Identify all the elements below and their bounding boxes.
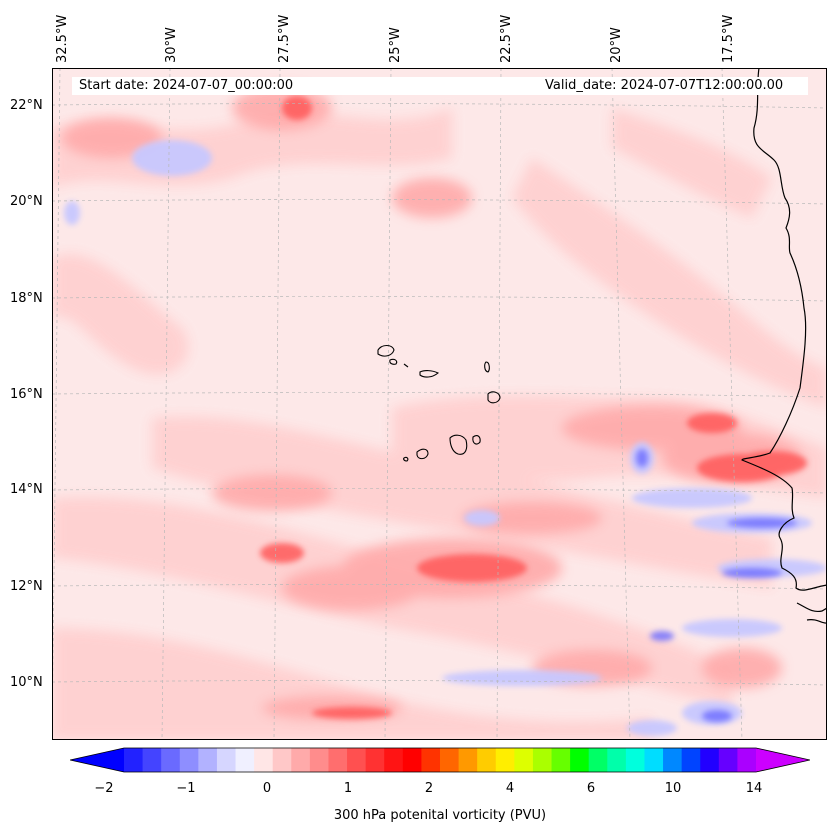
valid-date-label: Valid_date: 2024-07-07T12:00:00.00 bbox=[545, 77, 784, 95]
colorbar-extend-low bbox=[70, 748, 124, 772]
colorbar-tick: 4 bbox=[505, 781, 515, 796]
colorbar-tick: 2 bbox=[424, 781, 434, 796]
colorbar-segment bbox=[588, 748, 608, 772]
lat-label: 18°N bbox=[10, 291, 43, 306]
colorbar-segment bbox=[347, 748, 367, 772]
colorbar-segment bbox=[365, 748, 385, 772]
colorbar-segment bbox=[402, 748, 423, 772]
colorbar-segment bbox=[607, 748, 627, 772]
colorbar-segment bbox=[384, 748, 404, 772]
colorbar-segment bbox=[161, 748, 181, 772]
pv-field-negative bbox=[64, 140, 827, 736]
colorbar-segment bbox=[477, 748, 497, 772]
lon-label: 27.5°W bbox=[277, 14, 292, 63]
colorbar-segment bbox=[737, 748, 757, 772]
lon-label: 25°W bbox=[388, 27, 403, 63]
colorbar-tick: 14 bbox=[745, 781, 763, 796]
colorbar-segment bbox=[570, 748, 590, 772]
colorbar-segment bbox=[179, 748, 199, 772]
colorbar-segment bbox=[718, 748, 739, 772]
colorbar-segment bbox=[272, 748, 292, 772]
colorbar-segment bbox=[458, 748, 478, 772]
graticule bbox=[52, 68, 827, 740]
colorbar-tick: 0 bbox=[262, 781, 272, 796]
colorbar-segment bbox=[309, 748, 330, 772]
colorbar-segment bbox=[625, 748, 646, 772]
colorbar-segment bbox=[663, 748, 683, 772]
colorbar-tick: −1 bbox=[176, 781, 196, 796]
colorbar-tick: 1 bbox=[343, 781, 353, 796]
colorbar-tick: −2 bbox=[94, 781, 114, 796]
colorbar-segment bbox=[124, 748, 144, 772]
lon-label: 32.5°W bbox=[55, 14, 70, 63]
lat-label: 12°N bbox=[10, 579, 43, 594]
colorbar-extend-high bbox=[756, 748, 810, 772]
lat-label: 14°N bbox=[10, 482, 43, 497]
lat-label: 20°N bbox=[10, 194, 43, 209]
map-panel bbox=[52, 68, 827, 740]
colorbar-segment bbox=[532, 748, 553, 772]
coastline bbox=[741, 68, 827, 624]
lon-label: 30°W bbox=[164, 27, 179, 63]
start-date-label: Start date: 2024-07-07_00:00:00 bbox=[79, 77, 294, 95]
pv-field-negative-strong bbox=[636, 449, 797, 722]
colorbar-segment bbox=[700, 748, 720, 772]
colorbar-tick: 6 bbox=[586, 781, 596, 796]
colorbar-segment bbox=[198, 748, 218, 772]
lon-label: 20°W bbox=[609, 27, 624, 63]
colorbar-segment bbox=[644, 748, 664, 772]
colorbar-segment bbox=[514, 748, 534, 772]
colorbar-segment bbox=[681, 748, 701, 772]
lon-label: 17.5°W bbox=[721, 14, 736, 63]
lat-label: 16°N bbox=[10, 387, 43, 402]
colorbar-segment bbox=[291, 748, 311, 772]
pv-field-strong bbox=[260, 96, 807, 719]
colorbar-label: 300 hPa potenital vorticity (PVU) bbox=[333, 808, 547, 823]
colorbar-segment bbox=[440, 748, 460, 772]
lat-label: 22°N bbox=[10, 98, 43, 113]
colorbar-segment bbox=[421, 748, 441, 772]
colorbar-segment bbox=[254, 748, 274, 772]
colorbar-outline bbox=[70, 747, 810, 773]
colorbar bbox=[70, 747, 810, 773]
colorbar-tick: 10 bbox=[664, 781, 682, 796]
colorbar-segment bbox=[551, 748, 571, 772]
map-border bbox=[52, 68, 827, 740]
colorbar-segment bbox=[495, 748, 515, 772]
lat-label: 10°N bbox=[10, 675, 43, 690]
colorbar-segment bbox=[216, 748, 237, 772]
colorbar-segment bbox=[328, 748, 348, 772]
cape-verde-islands bbox=[377, 344, 501, 462]
colorbar-segment bbox=[235, 748, 255, 772]
colorbar-segment bbox=[142, 748, 162, 772]
lon-label: 22.5°W bbox=[499, 14, 514, 63]
